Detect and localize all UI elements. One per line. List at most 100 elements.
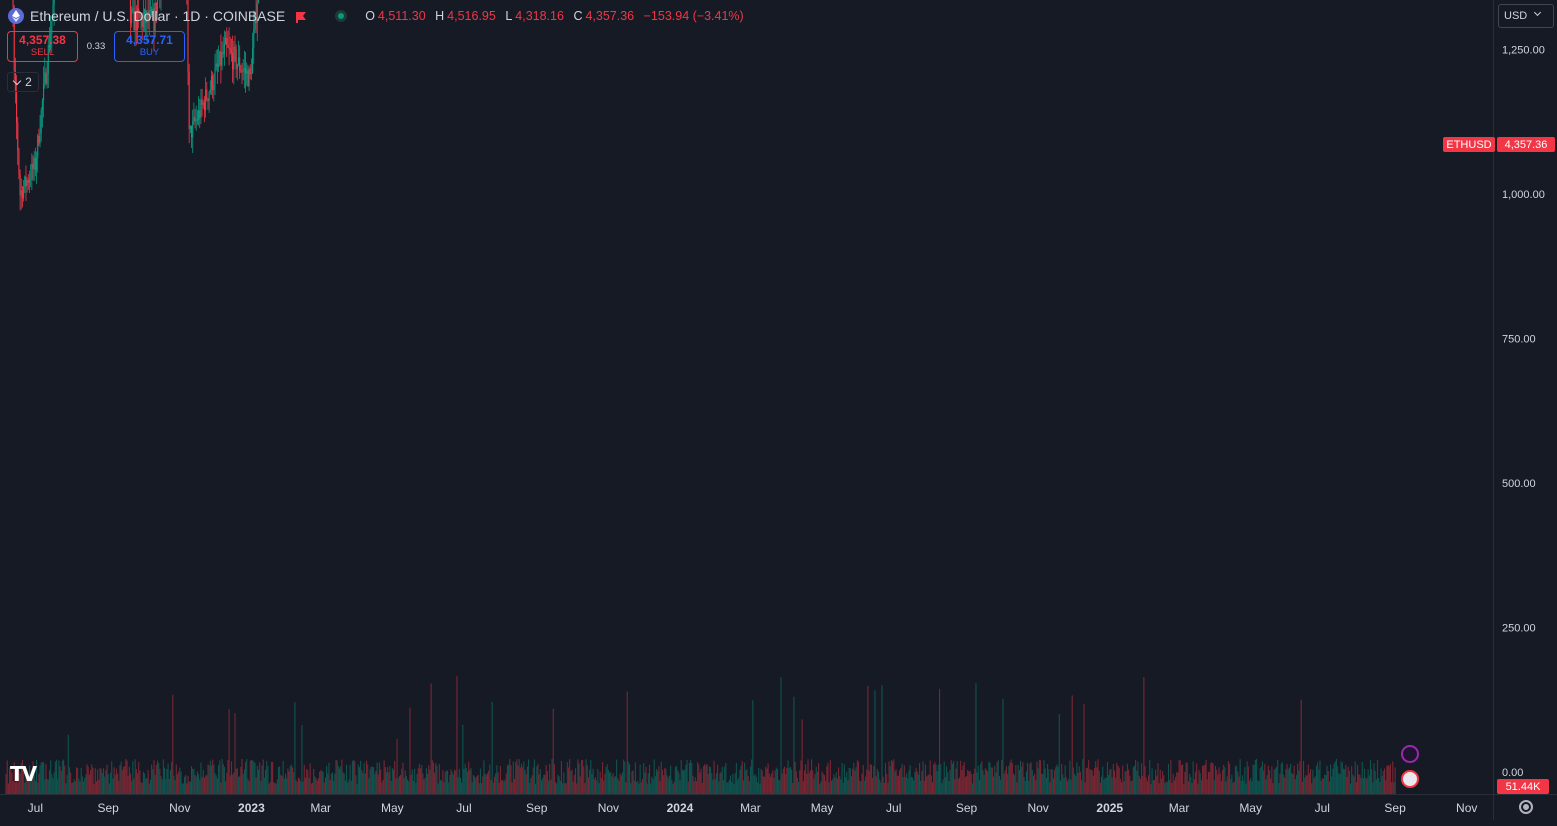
- volume-bar: [1065, 777, 1067, 794]
- market-status-icon[interactable]: [335, 10, 348, 22]
- settings-gear-icon[interactable]: [1519, 800, 1533, 814]
- volume-bar: [560, 760, 562, 794]
- volume-bar: [921, 771, 923, 794]
- volume-bar: [1143, 677, 1145, 794]
- volume-bar: [1192, 761, 1194, 794]
- volume-bar: [255, 777, 257, 794]
- volume-bar: [582, 759, 584, 794]
- volume-bar: [266, 761, 268, 794]
- volume-bar: [1307, 764, 1309, 794]
- volume-bar: [44, 779, 46, 794]
- volume-bar: [91, 764, 93, 794]
- volume-bar: [794, 761, 796, 794]
- volume-bar: [830, 780, 833, 794]
- time-scale[interactable]: Jul Sep Nov 2023 Mar May Jul Sep Nov 2024 Mar May Ju…: [0, 794, 1493, 820]
- volume-bar: [365, 760, 368, 794]
- sell-button[interactable]: 4,357.38 SELL: [7, 31, 78, 62]
- time-tick-label: May: [381, 801, 404, 815]
- volume-bar: [1211, 762, 1213, 794]
- volume-bar: [565, 783, 567, 794]
- volume-bar: [74, 781, 76, 794]
- time-tick-label: Sep: [526, 801, 548, 815]
- volume-bar: [895, 769, 897, 794]
- candle: [148, 0, 150, 36]
- volume-bar: [1062, 774, 1064, 794]
- volume-bar: [884, 762, 887, 794]
- volume-bar: [958, 777, 961, 794]
- currency-select[interactable]: USD: [1498, 4, 1554, 28]
- volume-bar: [24, 782, 26, 794]
- volume-bar: [847, 780, 849, 794]
- volume-bar: [1205, 760, 1207, 794]
- candle: [229, 36, 231, 55]
- volume-bar: [1037, 768, 1039, 794]
- volume-bar: [1164, 783, 1166, 794]
- volume-bar: [242, 774, 244, 794]
- volume-bar: [584, 783, 586, 794]
- volume-bar: [282, 760, 284, 794]
- volume-bar: [873, 765, 875, 794]
- price-scale[interactable]: 5,000.004,750.004,500.004,250.004,000.00…: [1493, 0, 1557, 794]
- candle: [221, 41, 223, 71]
- volume-bar: [1177, 772, 1179, 794]
- candle: [31, 153, 33, 191]
- volume-bar: [796, 777, 799, 794]
- volume-bar: [129, 773, 132, 794]
- price-chart[interactable]: [0, 0, 1493, 794]
- volume-bar: [147, 770, 149, 794]
- volume-bar: [754, 774, 756, 794]
- economic-events-flag-icon[interactable]: [1401, 770, 1419, 788]
- candle: [46, 61, 48, 89]
- volume-bar: [161, 779, 163, 794]
- volume-bar: [1257, 780, 1259, 794]
- volume-bar: [1178, 759, 1180, 794]
- symbol-legend: Ethereum / U.S. Dollar · 1D · COINBASE O…: [8, 6, 747, 26]
- volume-bar: [943, 761, 945, 794]
- flag-icon[interactable]: [295, 10, 307, 23]
- candle: [193, 102, 195, 125]
- volume-bar: [445, 770, 447, 794]
- volume-bar: [1313, 778, 1315, 794]
- volume-bar: [1036, 761, 1038, 794]
- symbol-title[interactable]: Ethereum / U.S. Dollar · 1D · COINBASE: [30, 8, 286, 24]
- volume-bar: [1270, 778, 1272, 794]
- volume-bar: [1022, 762, 1024, 794]
- volume-bar: [1210, 763, 1212, 794]
- volume-bar: [701, 783, 703, 794]
- volume-bar: [1382, 770, 1384, 794]
- volume-bar: [1110, 768, 1112, 794]
- volume-bar: [931, 782, 934, 794]
- volume-bar: [482, 776, 484, 794]
- candle: [132, 0, 134, 14]
- volume-bar: [1030, 762, 1032, 794]
- buy-button[interactable]: 4,357.71 BUY: [114, 31, 185, 62]
- volume-bar: [212, 759, 214, 794]
- volume-bar: [1133, 765, 1136, 794]
- volume-bar: [1010, 759, 1012, 794]
- volume-bar: [802, 781, 804, 794]
- volume-bar: [866, 769, 868, 794]
- volume-bar: [330, 773, 332, 794]
- events-icon[interactable]: [1401, 745, 1419, 763]
- candlestick-chart[interactable]: [0, 0, 1493, 794]
- volume-bar: [904, 777, 907, 794]
- volume-bar: [249, 760, 251, 794]
- volume-bar: [592, 768, 594, 794]
- volume-bar: [1361, 761, 1363, 794]
- volume-bar: [1032, 775, 1035, 794]
- volume-bar: [111, 761, 113, 794]
- volume-bar: [605, 767, 607, 794]
- volume-bar: [827, 762, 829, 794]
- volume-bar: [1074, 774, 1076, 794]
- volume-bar: [526, 766, 528, 794]
- candle: [134, 0, 136, 47]
- volume-bar: [1185, 762, 1187, 794]
- volume-bar: [237, 777, 240, 794]
- indicators-toggle-button[interactable]: 2: [7, 72, 39, 92]
- volume-bar: [1236, 766, 1238, 794]
- volume-bar: [1090, 769, 1092, 794]
- tradingview-logo[interactable]: TV: [10, 762, 37, 786]
- volume-bar: [667, 778, 669, 794]
- volume-bar: [343, 773, 345, 794]
- volume-bar: [58, 760, 60, 794]
